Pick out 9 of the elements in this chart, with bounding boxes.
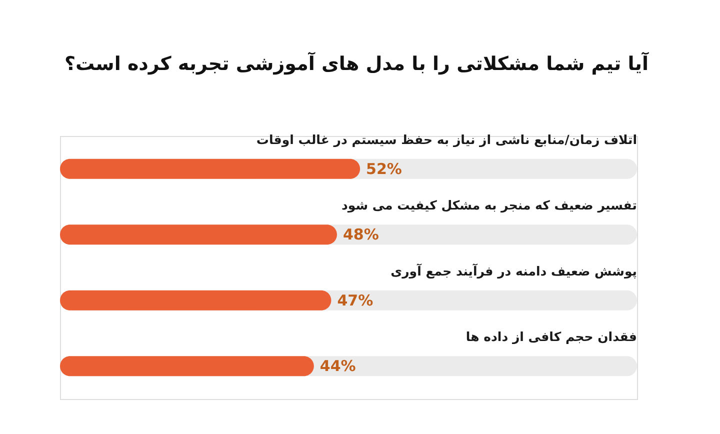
data-label: 48% bbox=[342, 226, 379, 244]
y-tick-label: تفسیر ضعیف که منجر به مشکل کیفیت می شود bbox=[342, 198, 637, 214]
y-tick-label: اتلاف زمان/منابع ناشی از نیاز به حفظ سیستم در غالب اوقات bbox=[256, 132, 637, 148]
chart-title: آیا تیم شما مشکلاتی را با مدل های آموزشی تجربه کرده است؟ bbox=[64, 50, 649, 75]
y-tick-label: فقدان حجم کافی از داده ها bbox=[466, 329, 637, 346]
data-label: 44% bbox=[320, 357, 356, 376]
data-label: 47% bbox=[337, 291, 374, 310]
data-label: 52% bbox=[366, 160, 402, 178]
y-tick-label: پوشش ضعیف دامنه در فرآیند جمع آوری bbox=[390, 263, 637, 280]
